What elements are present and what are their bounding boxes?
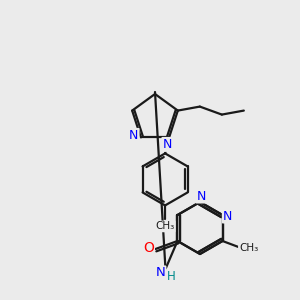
Text: N: N: [196, 190, 206, 202]
Text: O: O: [143, 241, 154, 255]
Text: CH₃: CH₃: [155, 221, 175, 231]
Text: N: N: [156, 266, 165, 280]
Text: N: N: [129, 129, 139, 142]
Text: CH₃: CH₃: [239, 243, 258, 253]
Text: N: N: [162, 138, 172, 151]
Text: H: H: [167, 269, 176, 283]
Text: N: N: [223, 209, 232, 223]
